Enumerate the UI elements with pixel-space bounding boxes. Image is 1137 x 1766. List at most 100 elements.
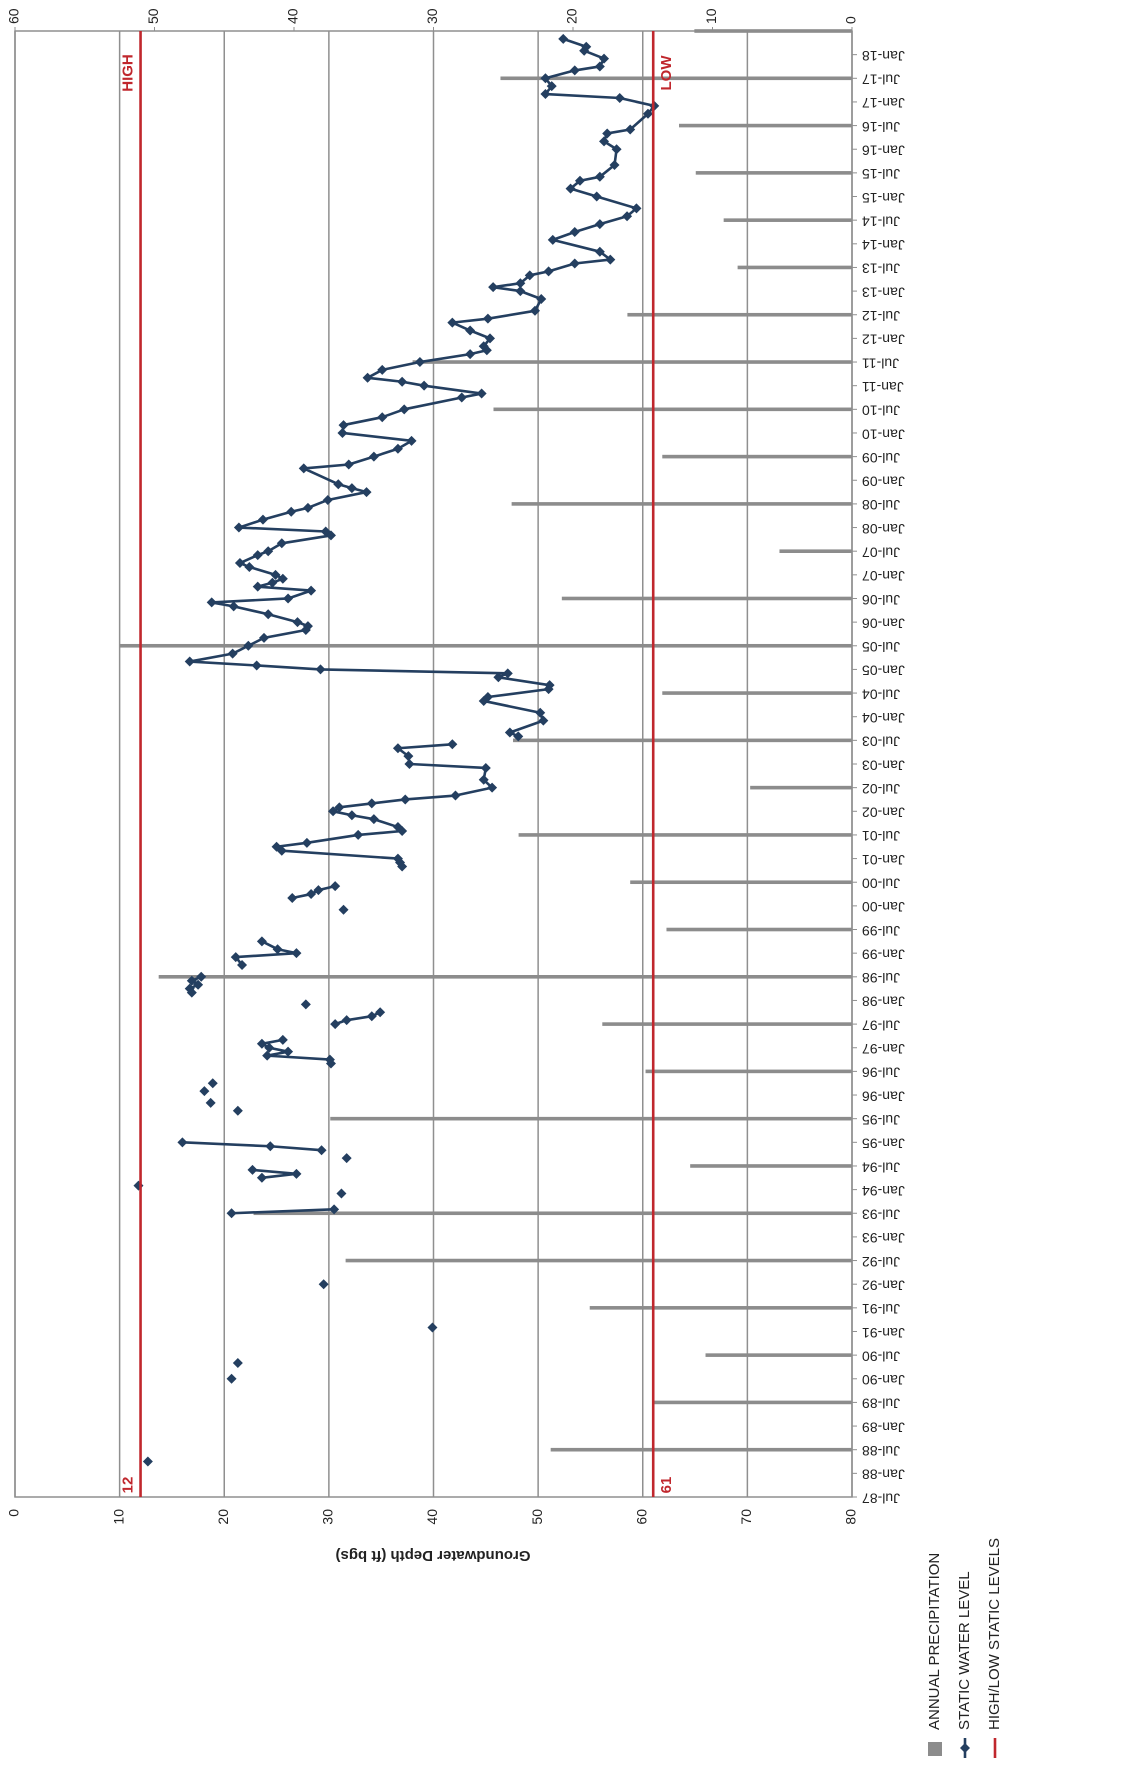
precip-bar <box>500 76 852 81</box>
water-level-marker <box>267 577 278 588</box>
precip-bar <box>705 1353 853 1357</box>
water-level-marker <box>504 727 515 738</box>
precip-bar <box>723 218 852 222</box>
precip-bar <box>602 1022 852 1026</box>
x-tick-label: Jan-14 <box>862 237 905 253</box>
water-level-marker <box>264 1042 275 1053</box>
x-tick-label: Jul-09 <box>862 450 900 466</box>
x-tick-label: Jan-94 <box>862 1183 905 1199</box>
x-tick-label: Jul-90 <box>862 1348 900 1364</box>
precip-bar <box>695 171 853 175</box>
water-level-marker <box>493 672 504 683</box>
x-tick-label: Jan-98 <box>862 994 905 1010</box>
reference-name-label: HIGH <box>120 54 137 92</box>
water-level-marker <box>252 550 263 561</box>
water-level-marker <box>338 420 349 431</box>
water-level-marker <box>392 822 403 833</box>
precip-bar <box>779 549 853 553</box>
water-level-marker <box>325 530 336 541</box>
water-level-marker <box>227 648 238 659</box>
precip-bar <box>627 312 853 317</box>
water-level-marker <box>524 270 535 281</box>
x-tick-label: Jul-05 <box>862 639 900 655</box>
legend-swatch <box>928 1742 942 1756</box>
water-level-marker <box>392 443 403 454</box>
water-level-marker <box>252 581 263 592</box>
water-level-marker <box>581 41 592 52</box>
water-level-marker <box>535 707 546 718</box>
water-level-marker <box>271 841 282 852</box>
water-level-marker <box>343 459 354 470</box>
water-level-marker <box>546 81 557 92</box>
x-tick-label: Jul-87 <box>862 1490 900 1506</box>
water-level-marker <box>346 810 357 821</box>
water-level-marker <box>244 561 255 572</box>
water-level-marker <box>404 759 415 769</box>
x-tick-label: Jul-91 <box>862 1301 900 1317</box>
water-level-marker <box>558 33 569 44</box>
water-level-marker <box>353 829 364 840</box>
x-tick-label: Jan-10 <box>862 426 905 442</box>
x-tick-label: Jan-95 <box>862 1136 905 1152</box>
precip-bar <box>679 123 853 128</box>
precip-bar <box>511 502 852 506</box>
x-tick-label: Jan-96 <box>862 1088 905 1104</box>
precip-bar <box>158 975 852 979</box>
precip-bar <box>662 454 853 459</box>
x-tick-label: Jul-12 <box>862 308 900 324</box>
water-level-marker <box>265 1141 276 1152</box>
water-level-marker <box>338 904 349 915</box>
water-level-marker <box>488 282 499 293</box>
x-tick-label: Jul-11 <box>862 355 899 371</box>
precip-bar <box>412 360 852 364</box>
x-tick-label: Jul-16 <box>862 119 900 135</box>
water-level-marker <box>247 1164 258 1175</box>
water-level-marker <box>484 333 495 344</box>
water-level-marker <box>228 601 239 612</box>
x-tick-label: Jul-93 <box>862 1207 900 1223</box>
water-level-marker <box>502 668 513 679</box>
water-level-marker <box>579 45 590 56</box>
water-level-marker <box>324 1054 335 1065</box>
water-level-marker <box>318 1279 329 1290</box>
water-level-marker <box>403 751 414 762</box>
x-tick-label: Jul-17 <box>862 72 900 88</box>
water-level-marker <box>594 219 605 230</box>
water-level-marker <box>287 892 298 903</box>
y2-tick-label: 30 <box>424 8 440 24</box>
precip-bar <box>119 643 852 648</box>
x-tick-label: Jul-98 <box>862 970 900 986</box>
water-level-marker <box>622 211 633 222</box>
water-level-marker <box>397 825 408 836</box>
legend-label: STATIC WATER LEVEL <box>956 1571 973 1730</box>
legend-label: HIGH/LOW STATIC LEVELS <box>986 1538 1003 1730</box>
x-tick-label: Jan-01 <box>862 852 905 868</box>
water-level-marker <box>594 61 605 72</box>
water-level-marker <box>300 625 311 636</box>
water-level-marker <box>465 349 476 360</box>
water-level-marker <box>605 254 616 265</box>
x-tick-label: Jul-03 <box>862 734 900 750</box>
reference-value-label: 12 <box>120 1477 137 1494</box>
water-level-marker <box>395 857 406 868</box>
x-tick-label: Jan-16 <box>862 143 905 159</box>
water-level-marker <box>569 258 580 269</box>
x-tick-label: Jan-09 <box>862 474 905 490</box>
water-level-marker <box>478 341 489 352</box>
water-level-marker <box>569 65 580 76</box>
x-tick-label: Jul-06 <box>862 592 900 608</box>
water-level-marker <box>529 305 540 316</box>
x-tick-label: Jul-13 <box>862 261 900 277</box>
water-level-marker <box>406 435 417 446</box>
water-level-marker <box>419 380 430 391</box>
water-level-marker <box>574 175 585 186</box>
reference-name-label: LOW <box>658 55 675 91</box>
water-level-marker <box>482 313 493 324</box>
water-level-marker <box>329 1204 340 1215</box>
water-level-marker <box>306 585 317 596</box>
water-level-marker <box>328 806 339 817</box>
water-level-marker <box>427 1322 438 1333</box>
water-level-marker <box>547 234 558 245</box>
precip-bar <box>513 738 852 743</box>
